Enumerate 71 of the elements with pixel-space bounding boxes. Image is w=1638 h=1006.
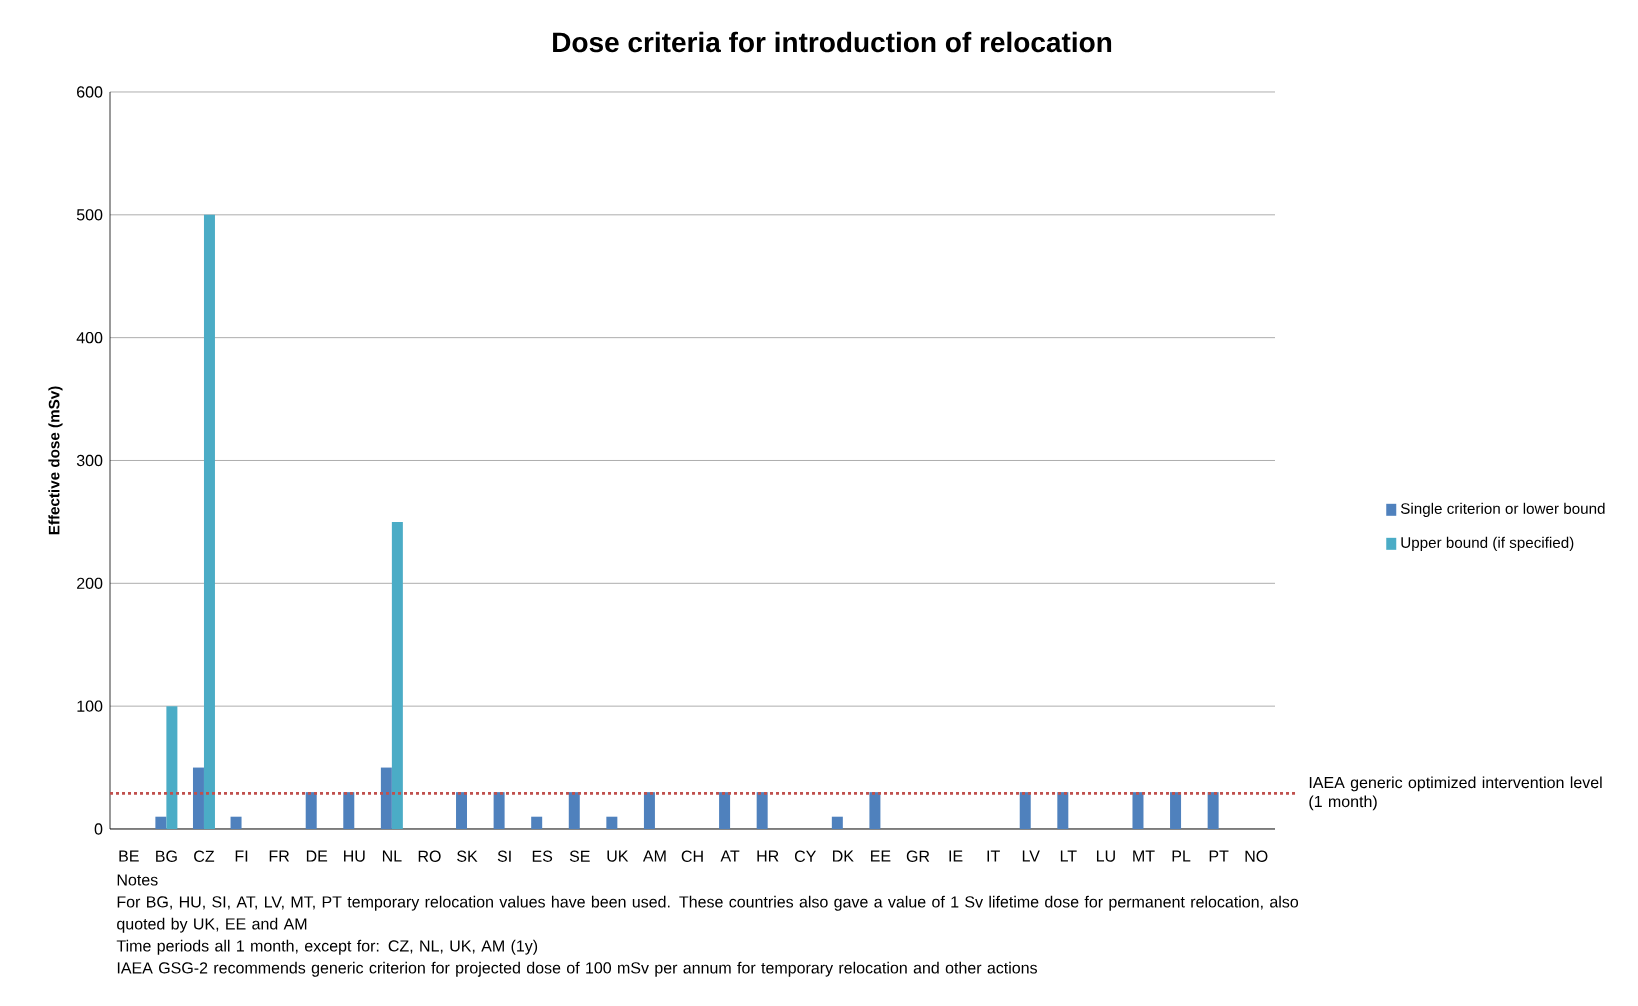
x-tick-label: AM [642,850,666,862]
text: For BG, HU, SI, AT, LV, MT, PT temporary relocation values have been used. These countries also gave a value of 1 Sv lifetime dose for permanent relocation, also quoted by UK, EE and AM [117,895,1299,933]
legend-label: Single criterion or lower bound [1400,502,1605,517]
bar [756,792,768,829]
y-tick-label: 0 [94,823,103,835]
x-tick-label: CH [681,850,703,862]
x-tick-label: PT [1209,850,1229,862]
x-tick-label: HR [757,850,779,862]
x-tick-label: LU [1096,850,1115,862]
bar [493,792,505,829]
x-tick-label: LV [1022,850,1040,862]
x-tick-label: BE [119,850,139,862]
bar [391,521,403,829]
x-tick-label: BG [156,850,177,862]
chart-title: Dose criteria for introduction of relocation [553,31,1112,53]
x-tick-label: AT [720,850,740,862]
x-tick-label: NO [1245,850,1268,862]
bar [643,792,655,829]
bar [1132,792,1144,829]
ref-line-label: IAEA generic optimized intervention level (1 month) [1309,776,1602,811]
bar [305,792,317,829]
bar [343,792,355,829]
bar [192,767,204,829]
y-tick-label: 500 [76,209,103,221]
legend-label: Upper bound (if specified) [1401,536,1574,551]
y-tick-label: 600 [77,86,103,98]
x-tick-label: DK [833,850,854,862]
x-tick-label: MT [1133,850,1155,862]
text: Notes [117,874,158,886]
bar [166,706,178,829]
x-tick-label: CY [794,850,817,862]
x-tick-label: IE [949,850,963,862]
x-tick-label: GR [906,850,930,862]
x-tick-label: NL [382,850,402,862]
y-tick-label: 100 [77,700,103,712]
x-tick-label: FR [269,850,290,862]
x-tick-label: EE [871,850,891,862]
x-tick-label: DE [306,850,328,862]
y-tick-label: 200 [77,577,103,589]
bar [203,214,215,829]
bar [719,792,731,829]
x-tick-label: HU [344,850,365,862]
bar [1019,792,1031,829]
bar [456,792,468,829]
bar [1170,792,1182,829]
x-tick-label: RO [418,850,441,862]
x-tick-label: CZ [194,850,215,862]
bar [568,792,580,829]
text: Time periods all 1 month, except for: CZ, NL, UK, AM (1y) [116,939,538,955]
bar [155,816,167,829]
x-tick-label: SK [457,850,478,862]
bar [531,816,543,829]
y-axis-title: Effective dose (mSv) [48,386,63,535]
bar [1057,792,1069,829]
x-tick-label: SE [569,850,590,862]
bar [230,816,242,829]
x-tick-label: LT [1060,850,1077,862]
text: IAEA GSG-2 recommends generic criterion for projected dose of 100 mSv per annum for temporary relocation and other actions [117,961,1038,977]
x-tick-label: UK [607,850,629,862]
x-tick-label: IT [987,850,1000,862]
x-tick-label: PL [1172,850,1191,862]
x-tick-label: SI [497,850,511,862]
x-tick-label: ES [532,850,553,862]
y-tick-label: 400 [76,331,103,344]
bar [380,767,392,829]
bar [606,816,618,829]
x-tick-label: FI [235,850,248,862]
y-tick-label: 300 [76,454,103,467]
bar [831,816,843,829]
bar [869,792,881,829]
bar [1207,792,1219,829]
